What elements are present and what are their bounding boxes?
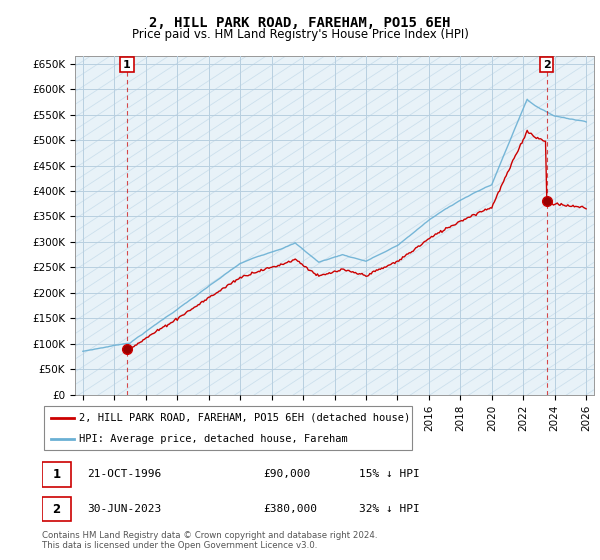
Text: 32% ↓ HPI: 32% ↓ HPI	[359, 504, 419, 514]
Text: 15% ↓ HPI: 15% ↓ HPI	[359, 469, 419, 479]
Text: £380,000: £380,000	[264, 504, 318, 514]
Text: 2: 2	[543, 60, 551, 69]
Text: HPI: Average price, detached house, Fareham: HPI: Average price, detached house, Fare…	[79, 435, 348, 444]
Text: 30-JUN-2023: 30-JUN-2023	[87, 504, 161, 514]
Text: 2, HILL PARK ROAD, FAREHAM, PO15 6EH: 2, HILL PARK ROAD, FAREHAM, PO15 6EH	[149, 16, 451, 30]
FancyBboxPatch shape	[44, 406, 412, 450]
Text: 1: 1	[52, 468, 61, 481]
Text: Price paid vs. HM Land Registry's House Price Index (HPI): Price paid vs. HM Land Registry's House …	[131, 28, 469, 41]
Text: Contains HM Land Registry data © Crown copyright and database right 2024.
This d: Contains HM Land Registry data © Crown c…	[42, 531, 377, 550]
FancyBboxPatch shape	[42, 497, 71, 521]
Text: 2, HILL PARK ROAD, FAREHAM, PO15 6EH (detached house): 2, HILL PARK ROAD, FAREHAM, PO15 6EH (de…	[79, 413, 410, 423]
Text: 2: 2	[52, 502, 61, 516]
Text: 1: 1	[123, 60, 131, 69]
Text: £90,000: £90,000	[264, 469, 311, 479]
FancyBboxPatch shape	[42, 462, 71, 487]
Text: 21-OCT-1996: 21-OCT-1996	[87, 469, 161, 479]
